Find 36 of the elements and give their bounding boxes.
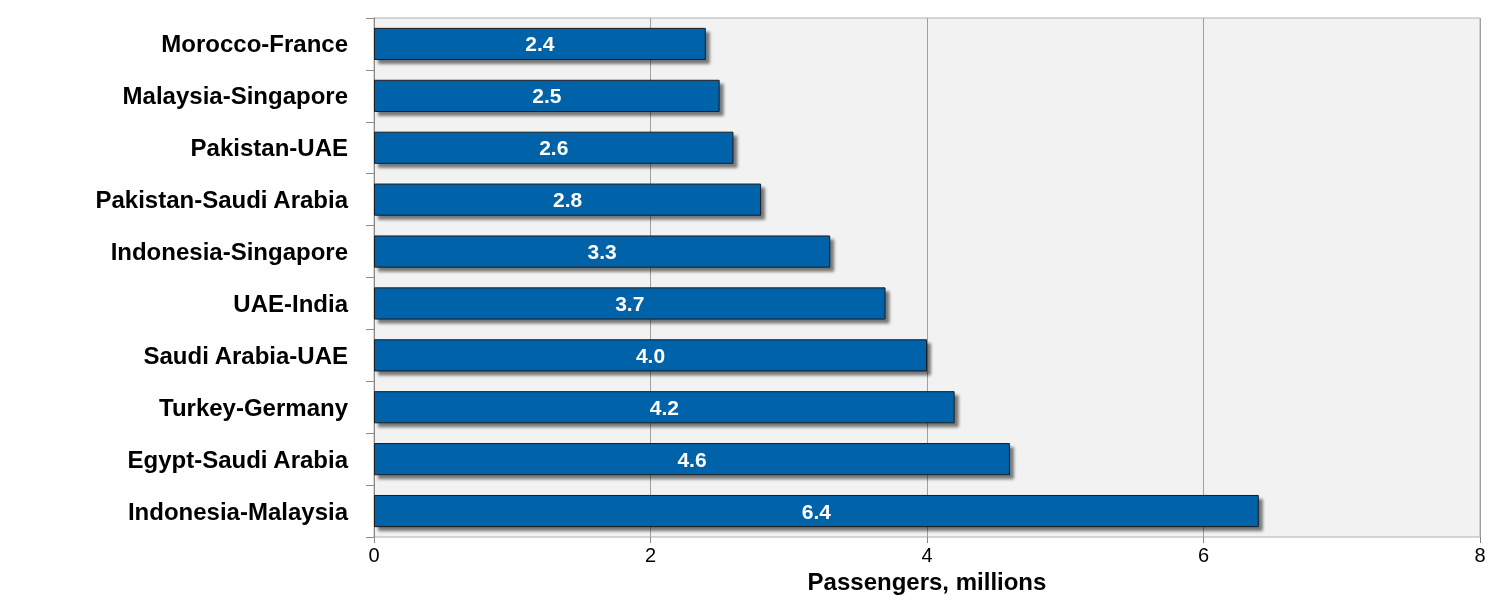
- data-label: 2.5: [532, 84, 562, 108]
- data-label: 4.0: [635, 343, 666, 367]
- y-tick-label: Pakistan-Saudi Arabia: [95, 186, 349, 214]
- y-tick-label: Pakistan-UAE: [190, 134, 348, 162]
- y-tick-label: Indonesia-Malaysia: [127, 497, 349, 525]
- y-tick-label: Morocco-France: [161, 30, 348, 58]
- bar: [374, 183, 762, 216]
- data-label: 3.7: [615, 291, 645, 315]
- data-label: 3.3: [587, 240, 617, 264]
- bar: [374, 391, 955, 424]
- y-tick-label: Egypt-Saudi Arabia: [127, 445, 349, 473]
- x-tick-label: 6: [1197, 544, 1210, 566]
- data-label: 2.8: [552, 188, 583, 212]
- bar: [374, 79, 720, 112]
- y-tick-label: Turkey-Germany: [159, 393, 349, 421]
- bar: [374, 27, 706, 61]
- data-label: 2.6: [539, 136, 569, 160]
- bar: [374, 287, 886, 320]
- data-label: 6.4: [801, 499, 832, 523]
- y-tick-label: Indonesia-Singapore: [110, 238, 348, 266]
- data-label: 2.4: [525, 32, 555, 56]
- bar: [374, 235, 831, 268]
- y-tick-label: Saudi Arabia-UAE: [143, 341, 348, 369]
- x-tick-label: 8: [1474, 544, 1486, 566]
- x-tick-label: 0: [368, 544, 380, 566]
- x-tick-label: 4: [921, 544, 933, 566]
- x-tick-label: 2: [644, 544, 657, 566]
- data-label: 4.6: [677, 447, 707, 471]
- bar: [374, 494, 1259, 528]
- x-axis-title: Passengers, millions: [807, 568, 1047, 596]
- data-label: 4.2: [649, 395, 679, 419]
- y-tick-label: Malaysia-Singapore: [122, 82, 348, 110]
- bar: [374, 339, 927, 372]
- y-tick-label: UAE-India: [233, 289, 349, 317]
- bar: [374, 131, 734, 164]
- bar: [374, 443, 1010, 476]
